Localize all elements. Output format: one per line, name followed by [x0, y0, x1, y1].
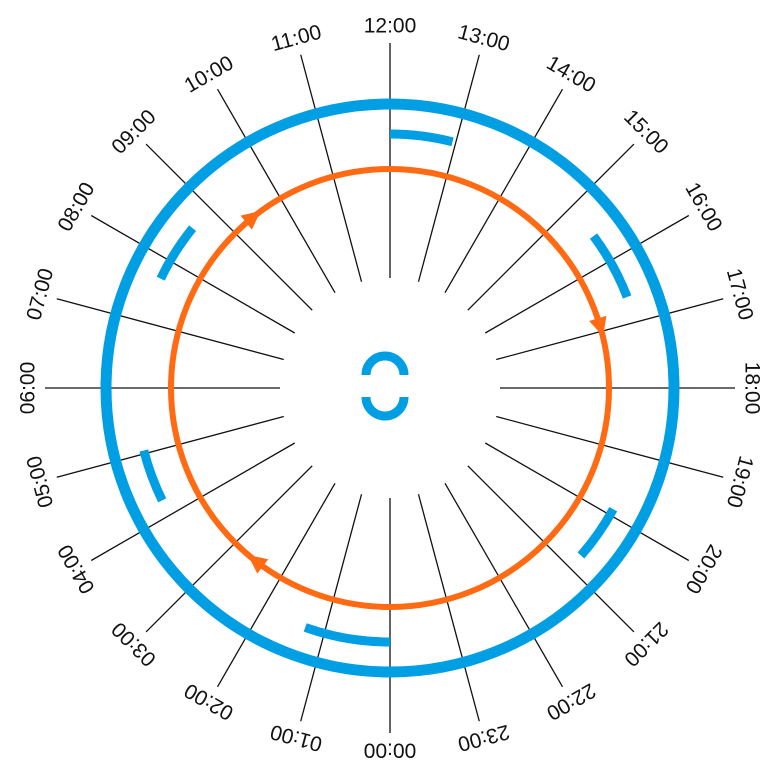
hour-label: 11:00 — [269, 21, 324, 56]
inner-loop — [168, 166, 612, 610]
hour-tick-line — [484, 214, 690, 334]
blue-segment — [139, 449, 167, 503]
hour-tick-line — [300, 54, 363, 282]
hour-label: 05:00 — [22, 453, 58, 510]
cycle-icon — [361, 351, 409, 421]
hour-label: 13:00 — [455, 20, 512, 56]
cycle-icon-top-arc — [361, 351, 409, 376]
hour-label: 08:00 — [53, 178, 99, 235]
hour-tick-line — [417, 494, 480, 722]
blue-segment — [389, 129, 454, 147]
hour-label: 14:00 — [542, 51, 599, 97]
hour-label: 00:00 — [364, 739, 417, 762]
direction-arrow — [247, 555, 269, 574]
hour-label: 18:00 — [741, 362, 764, 415]
blue-segment — [303, 623, 391, 647]
hour-tick-line — [467, 143, 635, 311]
hour-label: 16:00 — [680, 178, 726, 235]
direction-arrow — [240, 210, 261, 230]
hour-label: 19:00 — [722, 453, 758, 510]
hour-tick-line — [216, 88, 336, 294]
hour-tick-line — [444, 88, 564, 294]
hour-tick-line — [216, 482, 336, 688]
blue-segment — [156, 225, 197, 281]
hour-label: 06:00 — [17, 362, 40, 415]
hour-tick-line — [496, 298, 724, 361]
hour-tick-line — [496, 415, 724, 478]
hour-tick-line — [467, 465, 635, 633]
hour-tick-line — [300, 494, 363, 722]
hour-tick-line — [145, 143, 313, 311]
hour-tick-lines — [45, 43, 735, 733]
hour-tick-line — [444, 482, 564, 688]
hour-tick-line — [90, 214, 296, 334]
outer-ring — [100, 98, 680, 678]
hour-label: 12:00 — [364, 15, 417, 38]
hour-label: 17:00 — [722, 266, 758, 323]
blue-segment — [589, 233, 632, 299]
hour-label: 01:00 — [268, 720, 325, 756]
hour-label: 23:00 — [455, 720, 512, 756]
hour-tick-line — [417, 54, 480, 282]
blue-segment — [577, 507, 618, 559]
hour-label: 07:00 — [22, 266, 58, 323]
blue-segments — [139, 129, 632, 647]
hour-label: 20:00 — [680, 540, 726, 597]
cycle-icon-bottom-arc — [361, 396, 409, 421]
hour-tick-line — [484, 442, 690, 562]
direction-arrows — [240, 210, 607, 574]
hour-label: 22:00 — [542, 678, 599, 724]
hour-tick-line — [56, 415, 284, 478]
hour-label: 04:00 — [53, 540, 99, 597]
direction-arrow — [589, 315, 607, 337]
hour-label: 10:00 — [180, 51, 237, 97]
hour-tick-line — [90, 442, 296, 562]
hour-tick-line — [145, 465, 313, 633]
hour-label: 02:00 — [180, 678, 237, 724]
hour-tick-line — [56, 298, 284, 361]
